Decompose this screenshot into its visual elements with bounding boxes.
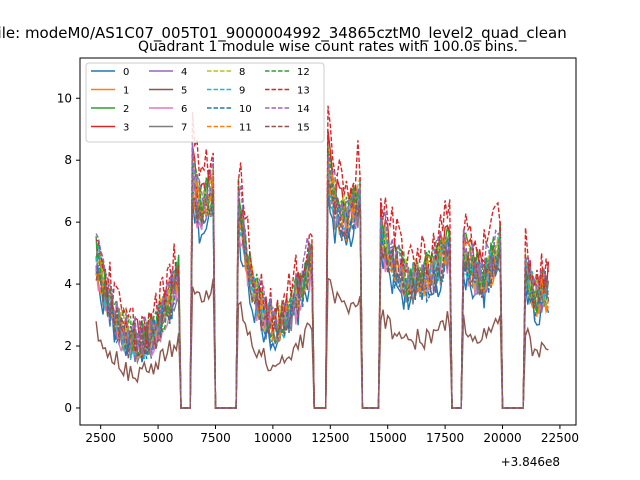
legend-label: 12 bbox=[297, 67, 310, 78]
y-tick-label: 4 bbox=[64, 277, 72, 291]
x-tick-label: 2500 bbox=[85, 431, 116, 445]
legend-label: 2 bbox=[123, 104, 129, 115]
legend-label: 11 bbox=[239, 123, 252, 134]
x-tick-label: 17500 bbox=[426, 431, 464, 445]
y-tick-label: 8 bbox=[64, 153, 72, 167]
y-tick-label: 6 bbox=[64, 215, 72, 229]
plot-frame bbox=[79, 57, 577, 426]
y-tick-label: 0 bbox=[64, 401, 72, 415]
y-axis: 0 2 4 6 8 10 bbox=[57, 91, 80, 415]
x-tick-label: 15000 bbox=[369, 431, 407, 445]
chart-title: Quadrant 1 module wise count rates with … bbox=[138, 39, 518, 55]
y-tick-label: 2 bbox=[64, 339, 72, 353]
legend-label: 10 bbox=[239, 104, 252, 115]
legend-label: 4 bbox=[181, 67, 187, 78]
legend-label: 14 bbox=[297, 104, 310, 115]
x-tick-label: 7500 bbox=[200, 431, 231, 445]
legend-label: 6 bbox=[181, 104, 187, 115]
legend-label: 15 bbox=[297, 123, 310, 134]
series-layer bbox=[95, 105, 550, 409]
legend-label: 9 bbox=[239, 86, 245, 97]
figure-suptitle: n file: modeM0/AS1C07_005T01_9000004992_… bbox=[0, 24, 567, 43]
x-offset-label: +3.846e8 bbox=[501, 455, 560, 469]
series-line-15 bbox=[95, 179, 550, 409]
legend-label: 8 bbox=[239, 67, 245, 78]
legend-label: 1 bbox=[123, 86, 129, 97]
legend-label: 3 bbox=[123, 123, 129, 134]
legend-label: 0 bbox=[123, 67, 129, 78]
x-tick-label: 20000 bbox=[483, 431, 521, 445]
x-tick-label: 10000 bbox=[254, 431, 292, 445]
legend-frame bbox=[85, 62, 325, 143]
x-tick-label: 12500 bbox=[311, 431, 349, 445]
legend-label: 13 bbox=[297, 86, 310, 97]
legend-label: 7 bbox=[181, 123, 187, 134]
y-tick-label: 10 bbox=[57, 91, 72, 105]
x-tick-label: 5000 bbox=[143, 431, 174, 445]
x-tick-label: 22500 bbox=[541, 431, 579, 445]
legend-label: 5 bbox=[181, 86, 187, 97]
x-axis: 2500 5000 7500 10000 12500 15000 17500 20000 225… bbox=[85, 425, 579, 445]
